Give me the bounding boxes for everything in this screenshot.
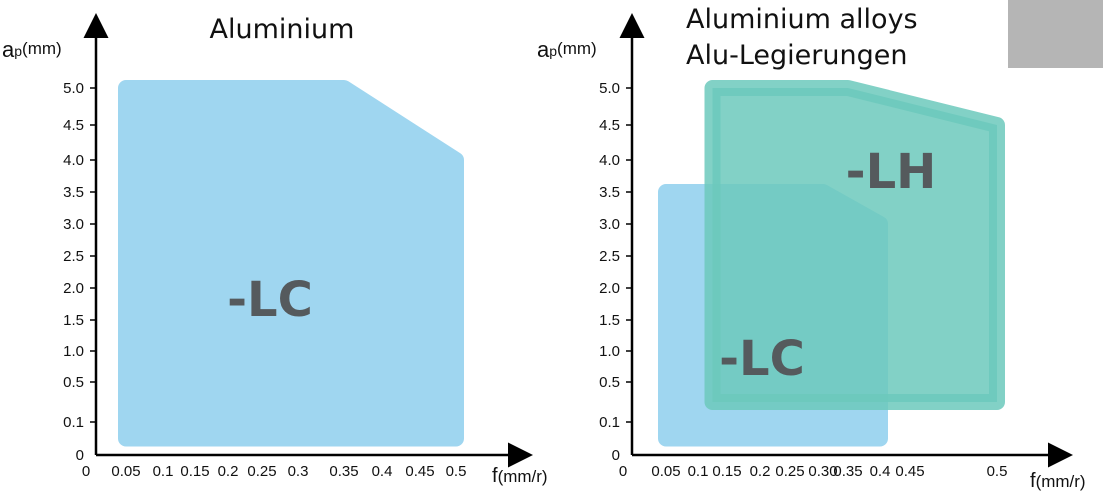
x-tick-label: 0.25 xyxy=(775,463,804,480)
y-tick-label: 0 xyxy=(612,447,620,464)
x-tick-label: 0.4 xyxy=(870,463,891,480)
y-tick-label: 1.0 xyxy=(599,343,620,360)
y-tick-label: 3.5 xyxy=(599,184,620,201)
y-tick-label: 4.0 xyxy=(63,152,84,169)
y-tick-layer: 0 0.1 0.5 1.0 1.5 2.0 2.5 3.0 3.5 4.0 4.5 5.0 xyxy=(63,80,96,464)
y-axis-label: ap(mm) xyxy=(2,37,62,62)
x-tick-label: 0.25 xyxy=(247,463,276,480)
chart-aluminium-alloys: -LC -LH 0 0.1 0.5 1.0 1.5 2.0 2.5 3.0 3.5 4.0 4.5 5.… xyxy=(537,4,1086,492)
x-tick-label: 0.5 xyxy=(987,463,1008,480)
y-tick-label: 3.5 xyxy=(63,184,84,201)
y-tick-layer: 0 0.1 0.5 1.0 1.5 2.0 2.5 3.0 3.5 4.0 4.5 5.0 xyxy=(599,80,632,464)
y-tick-label: 0.5 xyxy=(599,374,620,391)
x-tick-layer: 0 0.05 0.1 0.15 0.2 0.25 0.3 0.35 0.4 0.45 0.5 xyxy=(82,463,467,480)
y-tick-label: 5.0 xyxy=(599,80,620,97)
y-tick-label: 0.1 xyxy=(63,414,84,431)
x-tick-label: 0.30 xyxy=(808,463,837,480)
x-tick-label: 0 xyxy=(82,463,90,480)
y-tick-label: 4.0 xyxy=(599,152,620,169)
region-layer: -LC xyxy=(118,80,464,447)
x-tick-label: 0.1 xyxy=(688,463,709,480)
x-axis-label: f(mm/r) xyxy=(492,465,548,487)
region-label-lh: -LH xyxy=(846,144,937,200)
x-tick-label: 0.15 xyxy=(712,463,741,480)
y-tick-label: 3.0 xyxy=(599,216,620,233)
chart-title: Aluminium xyxy=(210,14,355,45)
y-tick-label: 4.5 xyxy=(63,117,84,134)
x-tick-label: 0.2 xyxy=(750,463,771,480)
y-tick-label: 2.0 xyxy=(63,280,84,297)
y-tick-label: 0.5 xyxy=(63,374,84,391)
x-tick-label: 0.15 xyxy=(180,463,209,480)
x-tick-label: 0.4 xyxy=(372,463,393,480)
x-tick-label: 0.1 xyxy=(153,463,174,480)
chart-title-line-2: Alu-Legierungen xyxy=(686,40,907,71)
region-lh xyxy=(704,80,1005,410)
x-tick-label: 0 xyxy=(619,463,627,480)
x-tick-layer: 0 0.05 0.1 0.15 0.2 0.25 0.300.35 0.4 0.45 0.5 xyxy=(619,463,1008,480)
region-layer: -LC -LH xyxy=(658,80,1005,447)
x-tick-label: 0.45 xyxy=(405,463,434,480)
y-tick-label: 2.0 xyxy=(599,280,620,297)
y-tick-label: 3.0 xyxy=(63,216,84,233)
y-tick-label: 4.5 xyxy=(599,117,620,134)
chart-aluminium: -LC 0 0.1 0.5 1.0 1.5 2.0 2.5 3.0 3.5 4.0 4.5 5.0 0… xyxy=(2,13,548,487)
region-label-lc: -LC xyxy=(227,272,313,328)
y-tick-label: 1.5 xyxy=(63,312,84,329)
x-tick-label: 0.3 xyxy=(288,463,309,480)
y-tick-label: 2.5 xyxy=(599,248,620,265)
region-label-lc: -LC xyxy=(719,331,805,387)
y-tick-label: 2.5 xyxy=(63,248,84,265)
x-tick-label: 0.05 xyxy=(651,463,680,480)
chart-title-line-1: Aluminium alloys xyxy=(686,4,918,35)
y-axis-label: ap(mm) xyxy=(537,37,597,62)
x-tick-label: 0.2 xyxy=(218,463,239,480)
y-tick-label: 1.5 xyxy=(599,312,620,329)
x-axis-label: f(mm/r) xyxy=(1030,470,1086,492)
region-lc xyxy=(118,80,464,447)
x-tick-label: 0.35 xyxy=(833,463,862,480)
x-tick-label: 0.5 xyxy=(446,463,467,480)
x-tick-label: 0.45 xyxy=(895,463,924,480)
x-tick-label: 0.05 xyxy=(111,463,140,480)
corner-tab xyxy=(1008,0,1103,68)
y-tick-label: 0 xyxy=(76,447,84,464)
y-tick-label: 0.1 xyxy=(599,414,620,431)
y-tick-label: 1.0 xyxy=(63,343,84,360)
y-tick-label: 5.0 xyxy=(63,80,84,97)
x-tick-label: 0.35 xyxy=(329,463,358,480)
